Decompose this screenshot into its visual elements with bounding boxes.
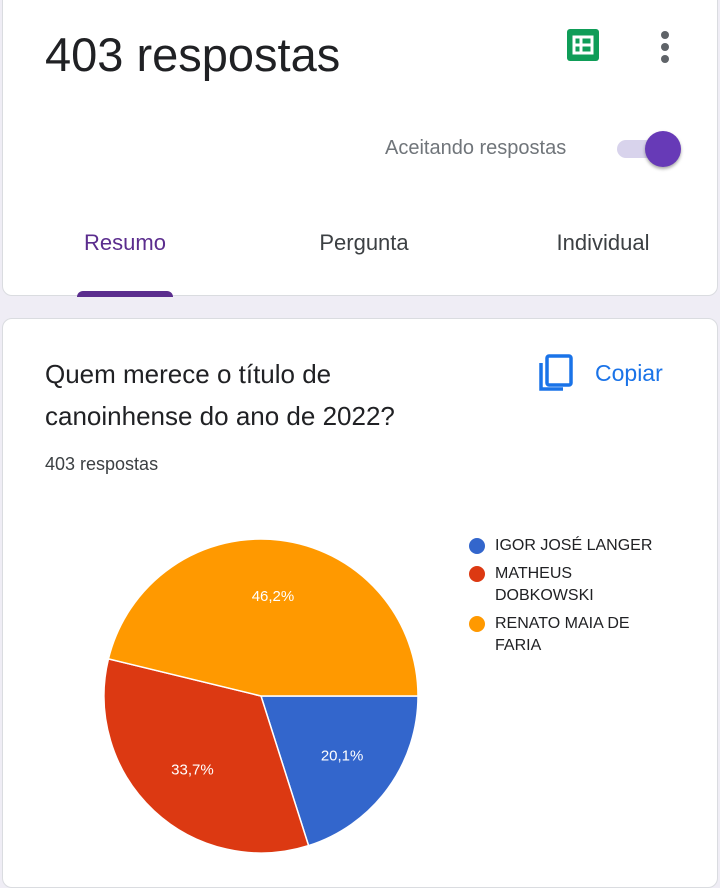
question-title-line: canoinhense do ano de 2022? <box>45 401 395 431</box>
question-title: Quem merece o título de canoinhense do a… <box>45 353 485 437</box>
question-summary-card: Quem merece o título de canoinhense do a… <box>2 318 718 888</box>
tab-resumo[interactable]: Resumo <box>73 217 177 297</box>
question-response-count: 403 respostas <box>45 454 159 474</box>
copy-label: Copiar <box>595 359 663 386</box>
legend-label: MATHEUS DOBKOWSKI <box>495 565 594 604</box>
tab-bar: Resumo Pergunta Individual <box>3 217 719 297</box>
pie-slice[interactable] <box>259 695 419 847</box>
pie-slice-label: 20,1% <box>321 747 364 764</box>
tab-pergunta[interactable]: Pergunta <box>303 217 425 297</box>
more-options-button[interactable] <box>647 27 683 67</box>
summary-header-card: 403 respostas Aceitando respostas Resumo… <box>2 0 719 297</box>
google-sheets-icon <box>567 29 599 61</box>
pie-chart: 20,1% 33,7% 46,2% <box>103 538 419 854</box>
copy-icon <box>539 354 573 391</box>
more-vert-icon <box>661 31 669 63</box>
pie-slice[interactable] <box>107 538 419 697</box>
legend-item: MATHEUS DOBKOWSKI <box>469 563 669 607</box>
question-title-line: Quem merece o título de <box>45 359 332 389</box>
tab-label: Individual <box>556 230 650 255</box>
legend-item: IGOR JOSÉ LANGER <box>469 535 669 557</box>
pie-slice-labels: 20,1% 33,7% 46,2% <box>171 588 363 778</box>
active-tab-indicator <box>77 291 173 297</box>
responses-title: 403 respostas <box>45 28 341 81</box>
tab-label: Pergunta <box>319 230 409 255</box>
chart-legend: IGOR JOSÉ LANGER MATHEUS DOBKOWSKI RENATO M… <box>469 535 669 663</box>
pie-slices <box>103 538 419 854</box>
toggle-knob <box>645 131 681 167</box>
pie-slice-label: 33,7% <box>171 761 214 778</box>
legend-label: RENATO MAIA DE FARIA <box>495 615 630 654</box>
tab-individual[interactable]: Individual <box>539 217 667 297</box>
accepting-responses-toggle[interactable] <box>615 129 683 167</box>
copy-chart-button[interactable]: Copiar <box>537 349 663 397</box>
legend-item: RENATO MAIA DE FARIA <box>469 613 669 657</box>
legend-color-dot <box>469 616 485 632</box>
legend-label: IGOR JOSÉ LANGER <box>495 537 653 554</box>
tab-label: Resumo <box>84 230 166 255</box>
accepting-responses-label: Aceitando respostas <box>385 137 567 159</box>
pie-slice-label: 46,2% <box>252 588 295 605</box>
pie-slice[interactable] <box>103 657 310 854</box>
legend-color-dot <box>469 566 485 582</box>
legend-color-dot <box>469 538 485 554</box>
sheets-button[interactable] <box>563 25 603 65</box>
